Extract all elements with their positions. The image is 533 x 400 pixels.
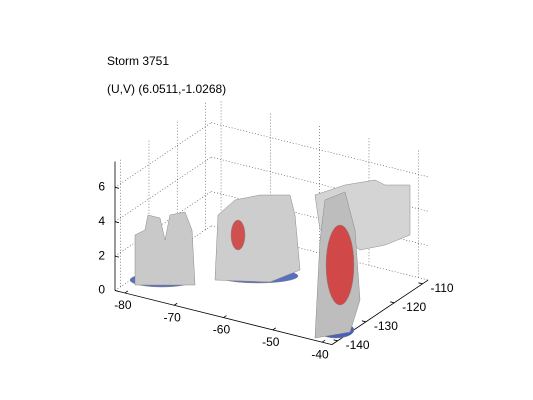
isosurface: [214, 194, 301, 283]
x-tick-label: -50: [262, 335, 280, 349]
y-tick-label: -110: [430, 281, 453, 295]
x-tick-label: -70: [163, 310, 181, 324]
x-tick-label: -80: [114, 298, 132, 312]
z-tick: [114, 221, 120, 224]
y-tick: [333, 339, 338, 342]
grid-line: [114, 191, 212, 257]
isosurface: [134, 211, 196, 286]
x-tick: [124, 290, 129, 294]
z-tick-label: 6: [98, 179, 105, 193]
x-tick: [223, 315, 227, 318]
z-tick-label: 4: [98, 214, 105, 228]
core: [230, 219, 246, 251]
z-tick-label: 2: [98, 248, 105, 262]
core: [325, 224, 355, 306]
x-tick: [321, 339, 326, 343]
x-tick-label: -40: [311, 347, 329, 361]
z-tick: [114, 290, 120, 292]
x-tick-label: -60: [213, 323, 231, 337]
x-tick: [272, 327, 276, 331]
grid-line: [211, 122, 429, 178]
grid-line: [114, 156, 212, 222]
z-tick: [114, 186, 120, 189]
y-tick-label: -120: [402, 300, 426, 314]
grid-line: [114, 122, 212, 188]
chart-title: Storm 3751: [107, 54, 169, 68]
x-tick: [173, 302, 178, 306]
y-tick-label: -130: [374, 319, 398, 333]
y-tick: [390, 301, 395, 304]
z-tick-label: 0: [98, 283, 105, 297]
chart-subtitle: (U,V) (6.0511,-1.0268): [107, 82, 226, 96]
z-tick: [114, 255, 120, 258]
y-tick: [418, 282, 423, 285]
storm-isosurfaces: [129, 179, 411, 339]
y-tick: [361, 320, 366, 323]
y-tick-label: -140: [346, 338, 370, 352]
